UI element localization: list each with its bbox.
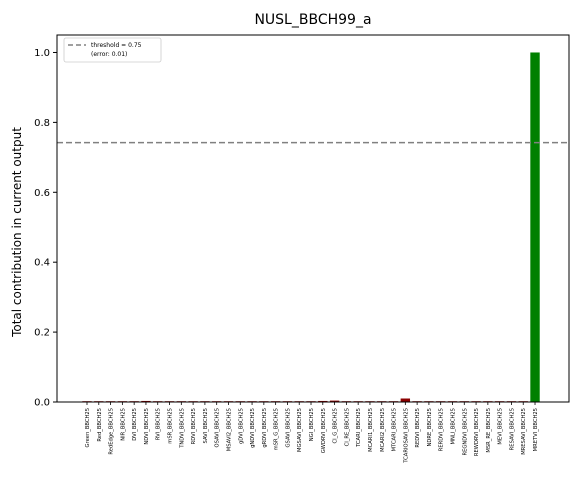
x-tick-label: Red_BBCH25 bbox=[97, 408, 103, 442]
chart-title: NUSL_BBCH99_a bbox=[254, 12, 371, 28]
x-tick-label: mSR_BBCH25 bbox=[168, 408, 174, 444]
x-tick-label: mSR_G_BBCH25 bbox=[274, 408, 280, 450]
bar bbox=[318, 400, 328, 402]
x-tick-label: NDVI_BBCH25 bbox=[144, 408, 150, 445]
plot-frame bbox=[56, 34, 570, 403]
x-tick-label: TCARIOSAVI_BBCH25 bbox=[403, 408, 409, 464]
x-tick-label: gDVI_BBCH25 bbox=[238, 408, 244, 444]
legend-box bbox=[63, 37, 162, 63]
bar bbox=[141, 400, 151, 402]
x-tick-label: MEVI_BBCH25 bbox=[498, 408, 504, 445]
x-tick-label: REDVI_BBCH25 bbox=[415, 408, 421, 448]
x-tick-label: MCARI1_BBCH25 bbox=[368, 408, 374, 452]
y-tick-label: 0.0 bbox=[34, 398, 50, 409]
x-tick-label: Green_BBCH25 bbox=[85, 408, 91, 447]
bar bbox=[329, 400, 340, 402]
x-tick-label: TCARI_BBCH25 bbox=[356, 408, 362, 448]
y-tick-label: 0.2 bbox=[34, 328, 50, 339]
x-tick-label: gNDVI_BBCH25 bbox=[250, 408, 256, 448]
x-tick-label: RedEdge_BBCH25 bbox=[109, 408, 115, 455]
x-tick-label: OSAVI_BBCH25 bbox=[215, 408, 221, 448]
x-tick-label: CI_RE_BBCH25 bbox=[344, 408, 350, 446]
x-tick-label: MSAVI2_BBCH25 bbox=[226, 408, 232, 451]
x-tick-label: MRESAVI_BBCH25 bbox=[521, 408, 527, 455]
x-tick-label: MCARI2_BBCH25 bbox=[380, 408, 386, 452]
x-tick-label: NGI_BBCH25 bbox=[309, 408, 315, 441]
x-tick-label: GWDRVI_BBCH25 bbox=[321, 408, 327, 453]
x-tick-label: REGNDVI_BBCH25 bbox=[462, 408, 468, 456]
legend-threshold-label: threshold = 0.75 bbox=[91, 42, 142, 49]
x-tick-label: RERDVI_BBCH25 bbox=[439, 408, 445, 451]
x-tick-label: RDVI_BBCH25 bbox=[191, 408, 197, 444]
y-tick-label: 0.8 bbox=[34, 118, 50, 129]
x-tick-label: GSAVI_BBCH25 bbox=[285, 408, 291, 447]
y-tick-label: 0.6 bbox=[34, 188, 50, 199]
x-tick-label: TNDVI_BBCH25 bbox=[179, 408, 185, 449]
x-tick-label: RVI_BBCH25 bbox=[156, 408, 162, 440]
legend: threshold = 0.75 (error: 0.01) bbox=[63, 37, 162, 63]
x-tick-label: gRDVI_BBCH25 bbox=[262, 408, 268, 448]
x-tick-label: MNLI_BBCH25 bbox=[450, 408, 456, 445]
x-tick-label: REWDRVI_BBCH25 bbox=[474, 408, 480, 456]
x-tick-label: NIR_BBCH25 bbox=[120, 408, 126, 441]
x-tick-label: MTCARI_BBCH25 bbox=[392, 408, 398, 451]
y-axis-label: Total contribution in current output bbox=[10, 127, 24, 338]
x-tick-label: RESAVI_BBCH25 bbox=[509, 408, 515, 450]
legend-error-label: (error: 0.01) bbox=[91, 51, 127, 58]
y-tick-label: 1.0 bbox=[34, 48, 50, 59]
bar bbox=[530, 52, 540, 402]
x-tick-label: MSR_RE_BBCH25 bbox=[486, 408, 492, 453]
x-tick-label: CI_G_BBCH25 bbox=[333, 408, 339, 444]
x-tick-label: MGSAVI_BBCH25 bbox=[297, 408, 303, 452]
x-tick-label: MRETVI_BBCH25 bbox=[533, 408, 539, 451]
y-tick-label: 0.4 bbox=[34, 258, 50, 269]
x-tick-label: NDRE_BBCH25 bbox=[427, 408, 433, 447]
bar bbox=[400, 398, 411, 402]
x-tick-label: SAVI_BBCH25 bbox=[203, 408, 209, 443]
x-tick-label: DVI_BBCH25 bbox=[132, 408, 138, 441]
